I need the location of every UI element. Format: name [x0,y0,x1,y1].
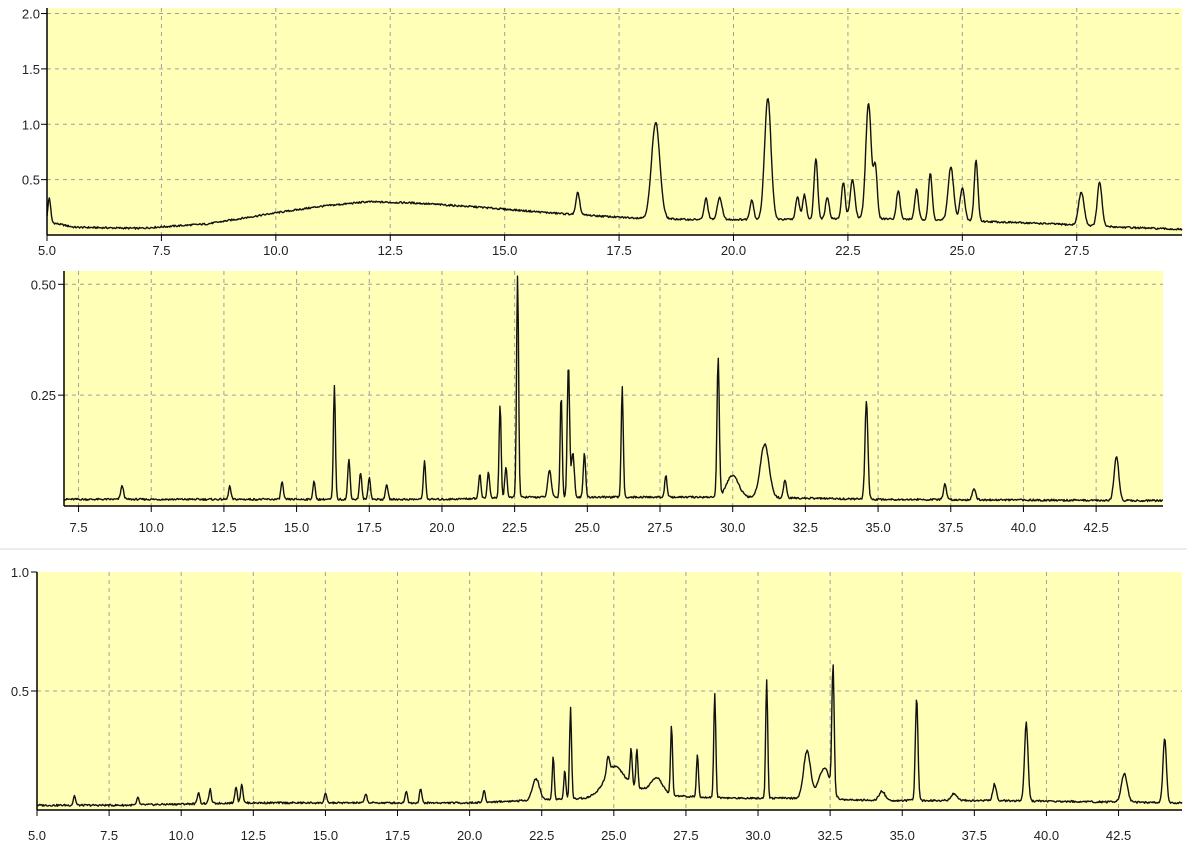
x-tick-label: 27.5 [673,828,698,843]
chromatogram-panel-2: 7.5 10.0 12.5 15.0 17.5 20.0 22.5 25.0 27.5 30.0 3… [31,271,1164,535]
y-tick-label: 1.5 [22,62,40,77]
y-tick-label: 2.0 [22,7,40,22]
x-tick-label: 10.0 [169,828,194,843]
chromatogram-trace [36,664,1183,807]
chromatogram-trace [46,97,1183,231]
x-tick-label: 25.0 [950,243,975,258]
x-tick-label: 32.5 [817,828,842,843]
x-tick-label: 25.0 [601,828,626,843]
x-tick-label: 42.5 [1106,828,1131,843]
x-tick-label: 20.0 [429,520,454,535]
y-tick-label: 1.0 [11,565,29,580]
y-tick-label: 1.0 [22,117,40,132]
chromatogram-panel-3: 5.0 7.5 10.0 12.5 15.0 17.5 20.0 22.5 25.0 27.5 30… [11,565,1183,843]
chromatogram-panel-1: 5.0 7.5 10.0 12.5 15.0 17.5 20.0 22.5 25.0 27.5 0.… [22,7,1183,258]
y-tick-label: 0.5 [22,173,40,188]
x-tick-label: 27.5 [647,520,672,535]
y-tick-label: 0.25 [31,388,56,403]
plot-area [47,8,1182,235]
x-tick-label: 22.5 [502,520,527,535]
x-tick-label: 5.0 [38,243,56,258]
x-tick-label: 37.5 [938,520,963,535]
x-tick-label: 37.5 [962,828,987,843]
x-tick-label: 30.0 [745,828,770,843]
x-tick-label: 12.5 [211,520,236,535]
x-tick-label: 35.0 [890,828,915,843]
x-tick-label: 10.0 [139,520,164,535]
x-tick-label: 40.0 [1034,828,1059,843]
x-tick-label: 22.5 [835,243,860,258]
x-tick-label: 42.5 [1083,520,1108,535]
x-tick-label: 12.5 [378,243,403,258]
x-tick-label: 22.5 [529,828,554,843]
x-tick-label: 5.0 [28,828,46,843]
x-tick-label: 15.0 [284,520,309,535]
y-tick-label: 0.5 [11,684,29,699]
x-tick-label: 12.5 [241,828,266,843]
x-tick-label: 17.5 [385,828,410,843]
x-tick-label: 35.0 [865,520,890,535]
x-tick-label: 27.5 [1064,243,1089,258]
y-tick-label: 0.50 [31,277,56,292]
x-tick-label: 40.0 [1011,520,1036,535]
x-tick-label: 7.5 [100,828,118,843]
x-tick-label: 15.0 [313,828,338,843]
x-tick-label: 7.5 [152,243,170,258]
x-tick-label: 25.0 [575,520,600,535]
x-tick-label: 10.0 [263,243,288,258]
x-tick-label: 17.5 [357,520,382,535]
x-tick-label: 30.0 [720,520,745,535]
x-tick-label: 20.0 [721,243,746,258]
x-tick-label: 32.5 [793,520,818,535]
x-tick-label: 20.0 [457,828,482,843]
chromatogram-trace [63,275,1164,503]
plot-area [64,271,1163,506]
x-tick-label: 15.0 [492,243,517,258]
x-tick-label: 17.5 [606,243,631,258]
x-tick-label: 7.5 [69,520,87,535]
